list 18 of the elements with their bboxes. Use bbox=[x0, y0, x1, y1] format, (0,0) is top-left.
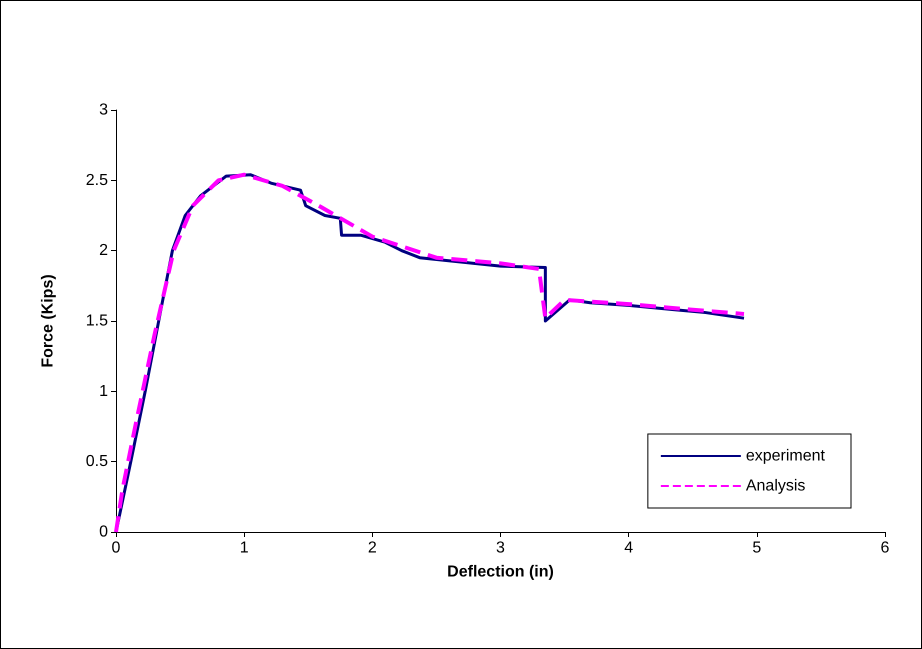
y-tick-label: 2 bbox=[99, 242, 108, 260]
y-tick-label: 1.5 bbox=[86, 312, 108, 330]
legend-label: Analysis bbox=[746, 478, 806, 494]
x-tick-label: 1 bbox=[240, 540, 249, 556]
x-axis-title: Deflection (in) bbox=[447, 564, 554, 580]
y-axis-title: Force (Kips) bbox=[40, 274, 56, 368]
x-tick-label: 3 bbox=[496, 540, 506, 556]
x-tick-label: 5 bbox=[752, 540, 762, 556]
x-tick-label: 6 bbox=[880, 540, 890, 556]
x-tick-label: 2 bbox=[368, 540, 377, 556]
x-tick-label: 4 bbox=[624, 540, 634, 556]
y-tick-label: 2.5 bbox=[86, 172, 108, 189]
legend-label: experiment bbox=[746, 448, 826, 464]
y-tick-label: 0 bbox=[99, 524, 108, 540]
y-tick-label: 3 bbox=[99, 102, 108, 118]
y-tick-label: 0.5 bbox=[86, 453, 108, 470]
x-tick-label: 0 bbox=[112, 540, 121, 556]
y-tick-label: 1 bbox=[99, 382, 108, 400]
